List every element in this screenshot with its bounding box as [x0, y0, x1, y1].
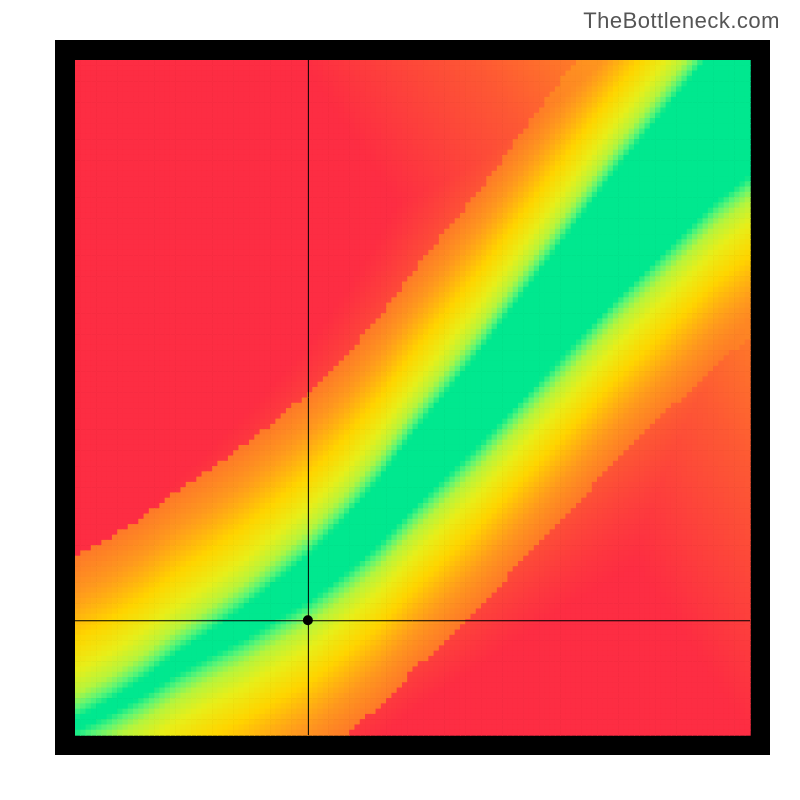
- watermark-text: TheBottleneck.com: [583, 8, 780, 34]
- heatmap-canvas: [55, 40, 770, 755]
- chart-container: TheBottleneck.com: [0, 0, 800, 800]
- plot-outer-frame: [55, 40, 770, 755]
